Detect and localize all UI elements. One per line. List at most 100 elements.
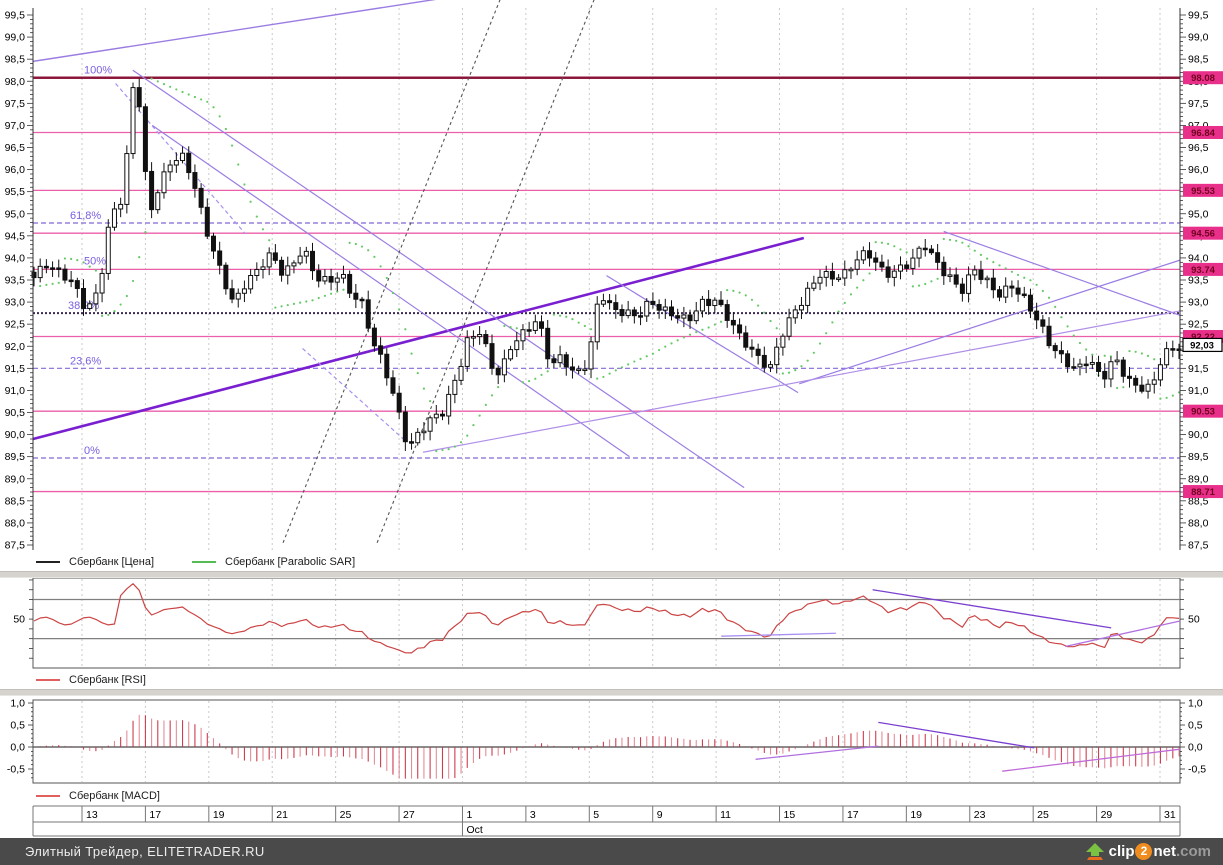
svg-text:98,5: 98,5 <box>1188 54 1209 66</box>
svg-text:31: 31 <box>1164 809 1176 821</box>
svg-text:90,0: 90,0 <box>5 429 26 441</box>
panel-splitter[interactable] <box>0 571 1223 578</box>
svg-text:61,8%: 61,8% <box>70 210 101 222</box>
svg-text:93,0: 93,0 <box>5 297 26 309</box>
svg-text:98.08: 98.08 <box>1191 73 1215 84</box>
svg-text:95,5: 95,5 <box>5 186 26 198</box>
svg-text:19: 19 <box>213 809 225 821</box>
legend-item-macd: Сбербанк [MACD] <box>36 790 160 802</box>
svg-text:97,0: 97,0 <box>5 120 26 132</box>
svg-text:17: 17 <box>149 809 161 821</box>
svg-text:21: 21 <box>276 809 288 821</box>
svg-text:95.53: 95.53 <box>1191 186 1215 197</box>
svg-text:97,5: 97,5 <box>1188 98 1209 110</box>
svg-text:92.22: 92.22 <box>1191 332 1215 343</box>
svg-text:87,5: 87,5 <box>5 540 26 552</box>
legend-item-rsi: Сбербанк [RSI] <box>36 674 146 686</box>
svg-text:99,5: 99,5 <box>5 10 26 22</box>
logo-net: net <box>1153 843 1176 860</box>
svg-text:1,0: 1,0 <box>10 698 25 710</box>
svg-text:89,0: 89,0 <box>5 473 26 485</box>
svg-text:91,5: 91,5 <box>5 363 26 375</box>
svg-text:90.53: 90.53 <box>1191 407 1215 418</box>
svg-text:88,5: 88,5 <box>5 495 26 507</box>
svg-text:50: 50 <box>13 614 25 626</box>
svg-text:96,0: 96,0 <box>1188 164 1209 176</box>
svg-text:99,5: 99,5 <box>1188 10 1209 22</box>
svg-text:93,5: 93,5 <box>1188 275 1209 287</box>
svg-text:1,0: 1,0 <box>1188 698 1203 710</box>
price-chips: 98.08 96.84 95.53 94.56 93.74 92.22 90.53 88.71… <box>1182 71 1223 499</box>
svg-text:95,0: 95,0 <box>1188 208 1209 220</box>
svg-text:99,0: 99,0 <box>5 32 26 44</box>
svg-text:88,0: 88,0 <box>5 517 26 529</box>
svg-text:89,5: 89,5 <box>5 451 26 463</box>
legend-label: Сбербанк [Цена] <box>69 556 155 568</box>
svg-text:93.74: 93.74 <box>1191 265 1215 276</box>
svg-text:100%: 100% <box>84 65 112 77</box>
svg-text:92,0: 92,0 <box>5 341 26 353</box>
svg-text:19: 19 <box>910 809 922 821</box>
svg-text:25: 25 <box>1037 809 1049 821</box>
macd-line-swatch-icon <box>36 795 60 797</box>
svg-text:92,03: 92,03 <box>1190 340 1214 351</box>
svg-text:88,5: 88,5 <box>1188 495 1209 507</box>
macd-panel: 1,0 1,0 0,5 0,5 0,0 0,0 -0,5 -0,5 <box>7 698 1206 784</box>
macd-legend: Сбербанк [MACD] <box>36 788 198 804</box>
svg-text:91,0: 91,0 <box>1188 385 1209 397</box>
svg-text:90,5: 90,5 <box>5 407 26 419</box>
logo-com: .com <box>1175 843 1211 860</box>
svg-text:23: 23 <box>974 809 986 821</box>
svg-text:92,5: 92,5 <box>1188 319 1209 331</box>
svg-text:27: 27 <box>403 809 415 821</box>
legend-item-sar: Сбербанк [Parabolic SAR] <box>192 556 355 568</box>
svg-text:96,5: 96,5 <box>1188 142 1209 154</box>
svg-text:93,5: 93,5 <box>5 275 26 287</box>
chart-canvas[interactable]: 100%61,8%50%38,2%23,6%0%87,587,588,088,0… <box>0 0 1223 838</box>
svg-text:29: 29 <box>1101 809 1113 821</box>
trendlines <box>32 0 1181 543</box>
rsi-legend: Сбербанк [RSI] <box>36 672 184 688</box>
svg-text:94,5: 94,5 <box>5 230 26 242</box>
svg-text:96.84: 96.84 <box>1191 128 1215 139</box>
svg-text:91,5: 91,5 <box>1188 363 1209 375</box>
logo-clip: clip <box>1108 843 1135 860</box>
logo-two-icon: 2 <box>1135 843 1153 860</box>
svg-text:0,0: 0,0 <box>10 742 25 754</box>
svg-text:94,0: 94,0 <box>1188 252 1209 264</box>
legend-label: Сбербанк [MACD] <box>69 790 160 802</box>
rsi-line-swatch-icon <box>36 679 60 681</box>
svg-text:0,5: 0,5 <box>1188 720 1203 732</box>
legend-label: Сбербанк [RSI] <box>69 674 146 686</box>
candles-layer <box>31 78 1182 451</box>
footer-bar: Элитный Трейдер, ELITETRADER.RU clip 2 n… <box>0 838 1223 865</box>
svg-text:92,5: 92,5 <box>5 319 26 331</box>
svg-text:88.71: 88.71 <box>1191 487 1215 498</box>
svg-text:50: 50 <box>1188 614 1200 626</box>
svg-text:25: 25 <box>340 809 352 821</box>
rsi-panel: 50 50 <box>13 577 1200 669</box>
panel-splitter[interactable] <box>0 689 1223 696</box>
svg-text:91,0: 91,0 <box>5 385 26 397</box>
price-line-swatch-icon <box>36 561 60 563</box>
svg-text:98,5: 98,5 <box>5 54 26 66</box>
svg-text:11: 11 <box>720 809 731 821</box>
svg-text:1: 1 <box>466 809 472 821</box>
svg-text:94.56: 94.56 <box>1191 229 1215 240</box>
svg-text:98,0: 98,0 <box>5 76 26 88</box>
svg-text:5: 5 <box>593 809 599 821</box>
svg-text:88,0: 88,0 <box>1188 517 1209 529</box>
clip2net-logo: clip 2 net .com <box>1085 842 1211 861</box>
svg-text:96,0: 96,0 <box>5 164 26 176</box>
svg-text:87,5: 87,5 <box>1188 540 1209 552</box>
svg-text:89,0: 89,0 <box>1188 473 1209 485</box>
svg-text:9: 9 <box>657 809 663 821</box>
svg-text:3: 3 <box>530 809 536 821</box>
svg-text:17: 17 <box>847 809 859 821</box>
sar-line-swatch-icon <box>192 561 217 563</box>
svg-text:90,0: 90,0 <box>1188 429 1209 441</box>
svg-text:50%: 50% <box>84 256 106 268</box>
svg-text:0%: 0% <box>84 445 100 457</box>
